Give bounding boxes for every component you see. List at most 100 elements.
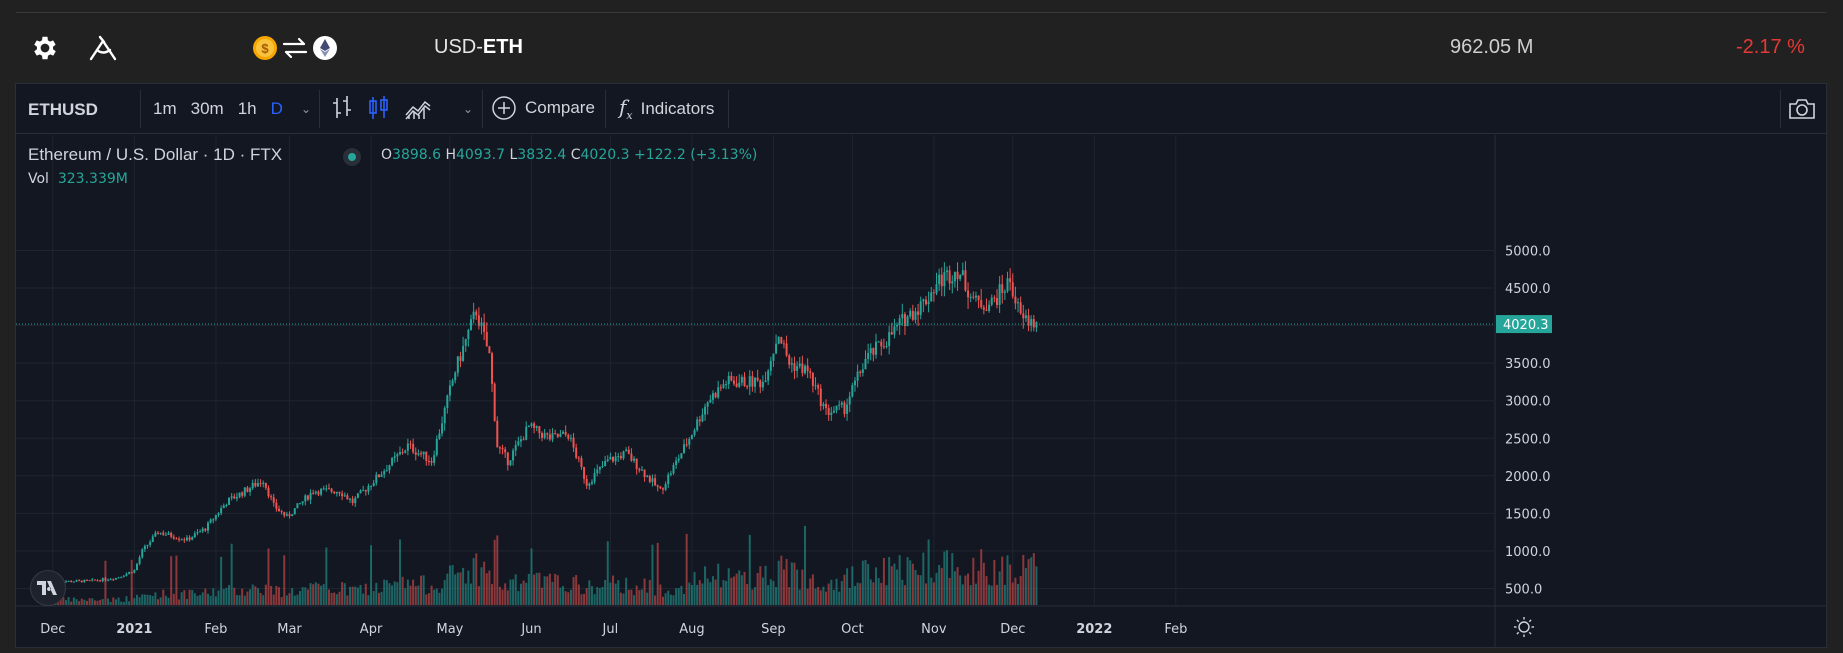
candle-body <box>125 573 128 576</box>
candle-body <box>151 536 154 543</box>
volume-bar <box>191 589 194 605</box>
candle-body <box>580 458 583 468</box>
volume-bar <box>483 561 486 605</box>
volume-bar <box>562 586 565 605</box>
volume-bar <box>214 596 217 605</box>
close-label: C <box>570 147 581 163</box>
bars-style-icon[interactable] <box>332 95 354 121</box>
candle-body <box>648 475 651 482</box>
candle-body <box>943 272 946 287</box>
candle-body <box>278 508 280 512</box>
volume-bar <box>338 591 341 605</box>
candle-body <box>320 488 323 495</box>
interval-1m-button[interactable]: 1m <box>153 99 177 118</box>
candle-body <box>974 295 977 298</box>
candle-body <box>1022 313 1025 319</box>
volume-bar <box>969 585 972 605</box>
chart-area[interactable]: 5000.04500.04000.03500.03000.02500.02000… <box>16 135 1826 647</box>
volume-bar <box>672 595 675 605</box>
candle-body <box>475 311 478 316</box>
candle-body <box>940 274 943 287</box>
volume-bar <box>809 578 812 605</box>
volume-bar <box>951 553 954 605</box>
candle-body <box>717 387 720 398</box>
candle-body <box>838 404 841 406</box>
volume-bar <box>480 567 483 605</box>
candle-body <box>191 537 194 540</box>
volume-bar <box>814 588 817 605</box>
candle-body <box>896 324 899 327</box>
candle-body <box>769 360 772 371</box>
volume-bar <box>414 586 417 605</box>
chevron-down-icon[interactable]: ⌄ <box>463 102 474 116</box>
candles-style-icon[interactable] <box>368 95 390 121</box>
candle-body <box>656 485 659 487</box>
price-chart[interactable]: 5000.04500.04000.03500.03000.02500.02000… <box>16 135 1826 647</box>
candle-body <box>617 456 620 458</box>
volume-bar <box>1014 577 1017 605</box>
x-tick-label: Sep <box>761 622 786 637</box>
candle-body <box>327 488 330 490</box>
volume-bar <box>175 555 178 605</box>
volume-bar <box>522 580 525 605</box>
candle-body <box>78 580 81 582</box>
volume-bar <box>601 586 604 605</box>
volume-bar <box>827 583 830 605</box>
volume-bar <box>967 573 970 605</box>
candle-body <box>932 292 935 294</box>
volume-bar <box>133 598 136 605</box>
camera-icon[interactable] <box>1788 96 1816 122</box>
candle-body <box>343 495 346 497</box>
volume-bar <box>948 577 951 605</box>
volume-bar <box>853 586 856 605</box>
x-tick-label: 2022 <box>1076 622 1112 637</box>
candle-body <box>522 439 525 441</box>
volume-bar <box>896 569 899 605</box>
candle-body <box>138 557 141 564</box>
chevron-down-icon[interactable]: ⌄ <box>301 102 312 116</box>
volume-bar <box>772 581 775 605</box>
volume-bar <box>648 580 651 605</box>
interval-30m-button[interactable]: 30m <box>190 99 224 118</box>
volume-bar <box>141 594 144 605</box>
volume-bar <box>154 592 157 605</box>
top-divider <box>16 12 1826 13</box>
candle-body <box>296 503 299 509</box>
compare-button[interactable]: Compare <box>491 95 595 121</box>
candle-body <box>743 376 746 387</box>
change-value: +122.2 (+3.13%) <box>633 147 758 163</box>
volume-bar <box>241 588 244 605</box>
candle-body <box>861 369 864 373</box>
area-style-icon[interactable] <box>404 95 432 121</box>
volume-bar <box>980 549 983 605</box>
sun-settings-icon[interactable] <box>1514 617 1534 637</box>
volume-bar <box>312 584 315 605</box>
gear-icon[interactable] <box>30 33 60 63</box>
candle-body <box>393 456 396 458</box>
volume-bar <box>714 579 717 605</box>
candle-body <box>732 380 735 384</box>
candle-body <box>443 407 446 424</box>
tradingview-logo-icon[interactable] <box>30 570 66 606</box>
volume-bar <box>291 588 294 605</box>
interval-1h-button[interactable]: 1h <box>237 99 257 118</box>
pool-logo-icon[interactable] <box>88 33 118 63</box>
indicators-button[interactable]: fx Indicators <box>619 95 714 122</box>
candle-body <box>512 450 515 461</box>
volume-bar <box>527 573 530 605</box>
volume-bar <box>354 586 357 605</box>
volume-bar <box>577 584 580 605</box>
swap-pair[interactable]: $ <box>252 34 338 62</box>
high-value: 4093.7 <box>456 147 506 163</box>
candle-body <box>496 420 499 448</box>
volume-bar <box>882 557 885 605</box>
swap-arrows-icon <box>282 37 308 59</box>
candle-body <box>220 508 223 514</box>
symbol-search-button[interactable]: ETHUSD <box>28 100 98 119</box>
candle-body <box>601 466 604 468</box>
volume-bar <box>609 582 612 605</box>
candle-body <box>667 474 670 485</box>
interval-d-button[interactable]: D <box>270 99 283 118</box>
candle-body <box>767 370 770 381</box>
volume-bar <box>1011 582 1014 605</box>
